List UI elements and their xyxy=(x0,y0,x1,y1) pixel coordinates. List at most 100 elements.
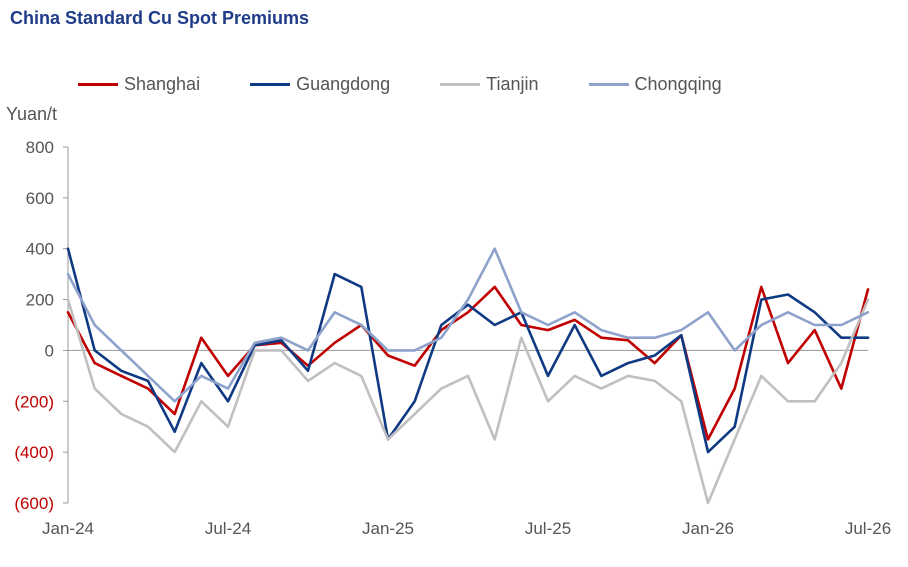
data-point-shanghai xyxy=(733,387,736,390)
data-point-guangdong xyxy=(867,336,869,339)
data-point-guangdong xyxy=(307,369,309,372)
data-point-shanghai xyxy=(467,311,469,314)
data-point-tianjin xyxy=(573,375,576,377)
data-point-guangdong xyxy=(227,400,229,403)
data-point-chongqing xyxy=(227,387,229,390)
y-tick-label: (200) xyxy=(14,392,54,411)
data-point-chongqing xyxy=(733,349,736,352)
data-point-tianjin xyxy=(147,425,149,428)
legend-item-guangdong: Guangdong xyxy=(250,74,390,95)
legend-swatch-shanghai xyxy=(78,82,118,86)
data-point-guangdong xyxy=(840,336,843,339)
legend-label-shanghai: Shanghai xyxy=(124,73,201,94)
data-point-guangdong xyxy=(67,247,69,250)
y-tick-label: 0 xyxy=(45,341,54,360)
data-point-tianjin xyxy=(387,438,389,441)
data-point-tianjin xyxy=(93,387,96,390)
data-point-guangdong xyxy=(413,400,416,403)
data-point-shanghai xyxy=(387,354,389,357)
data-point-guangdong xyxy=(787,293,789,296)
data-point-guangdong xyxy=(93,349,96,352)
data-point-chongqing xyxy=(307,349,309,352)
data-point-guangdong xyxy=(547,375,549,377)
data-point-guangdong xyxy=(147,380,149,382)
chart-legend: Shanghai Guangdong Tianjin Chongqing xyxy=(78,72,772,96)
legend-item-shanghai: Shanghai xyxy=(78,74,200,95)
data-point-tianjin xyxy=(547,400,549,403)
y-tick-label: (400) xyxy=(14,443,54,462)
data-point-guangdong xyxy=(200,362,203,364)
data-point-guangdong xyxy=(680,334,683,336)
legend-swatch-tianjin xyxy=(440,82,481,86)
data-point-shanghai xyxy=(200,336,203,339)
data-point-chongqing xyxy=(627,336,629,339)
legend-label-chongqing: Chongqing xyxy=(634,73,722,94)
data-point-chongqing xyxy=(760,324,763,326)
y-axis-unit-label: Yuan/t xyxy=(6,104,58,124)
data-point-chongqing xyxy=(467,298,469,301)
data-point-guangdong xyxy=(760,298,763,301)
data-point-tianjin xyxy=(760,375,763,377)
data-point-tianjin xyxy=(840,362,843,364)
data-point-chongqing xyxy=(440,336,443,339)
series-line-tianjin xyxy=(66,298,870,505)
legend-swatch-guangdong xyxy=(250,82,291,86)
data-point-shanghai xyxy=(333,342,336,344)
data-point-guangdong xyxy=(120,369,123,372)
data-point-chongqing xyxy=(147,375,149,377)
data-point-shanghai xyxy=(520,324,523,326)
data-point-tianjin xyxy=(600,387,603,390)
data-point-shanghai xyxy=(653,362,656,364)
data-point-chongqing xyxy=(387,349,389,352)
data-point-chongqing xyxy=(280,336,283,339)
data-point-chongqing xyxy=(333,311,336,314)
data-point-chongqing xyxy=(93,324,96,326)
data-point-guangdong xyxy=(440,324,443,326)
data-point-chongqing xyxy=(600,329,603,331)
data-point-chongqing xyxy=(867,311,869,314)
data-point-tianjin xyxy=(360,375,363,377)
legend-label-tianjin: Tianjin xyxy=(486,73,539,94)
x-tick-label: Jul-26 xyxy=(845,519,891,538)
data-point-tianjin xyxy=(333,362,336,364)
data-point-shanghai xyxy=(227,375,229,377)
data-point-tianjin xyxy=(253,349,256,352)
data-point-tianjin xyxy=(173,451,176,453)
data-point-guangdong xyxy=(573,324,576,326)
y-tick-label: 800 xyxy=(26,138,54,157)
data-point-guangdong xyxy=(280,339,283,342)
data-point-chongqing xyxy=(787,311,789,314)
data-point-chongqing xyxy=(200,375,203,377)
data-point-tianjin xyxy=(413,413,416,415)
data-point-chongqing xyxy=(413,349,416,352)
data-point-tianjin xyxy=(680,400,683,403)
data-point-tianjin xyxy=(520,336,523,339)
data-point-tianjin xyxy=(307,380,309,382)
data-point-shanghai xyxy=(813,329,816,331)
data-point-chongqing xyxy=(707,311,709,314)
data-point-chongqing xyxy=(680,329,683,331)
data-point-chongqing xyxy=(67,273,69,275)
y-tick-label: 600 xyxy=(26,189,54,208)
data-point-shanghai xyxy=(840,387,843,390)
data-point-shanghai xyxy=(547,329,549,331)
data-point-shanghai xyxy=(573,319,576,321)
data-point-tianjin xyxy=(493,438,496,441)
data-point-tianjin xyxy=(733,438,736,441)
legend-item-tianjin: Tianjin xyxy=(440,73,539,95)
data-point-tianjin xyxy=(280,349,283,352)
data-point-shanghai xyxy=(760,286,763,288)
data-point-guangdong xyxy=(627,362,629,364)
data-point-tianjin xyxy=(707,502,709,504)
data-point-guangdong xyxy=(707,451,709,453)
series-layer xyxy=(66,247,870,505)
data-point-chongqing xyxy=(120,349,123,352)
data-point-chongqing xyxy=(840,324,843,326)
y-tick-label: (600) xyxy=(14,494,54,513)
x-tick-label: Jan-25 xyxy=(362,519,414,538)
legend-label-guangdong: Guangdong xyxy=(296,73,391,94)
data-point-chongqing xyxy=(493,247,496,250)
legend-swatch-chongqing xyxy=(588,82,629,86)
data-point-chongqing xyxy=(360,324,363,326)
data-point-guangdong xyxy=(467,303,469,306)
